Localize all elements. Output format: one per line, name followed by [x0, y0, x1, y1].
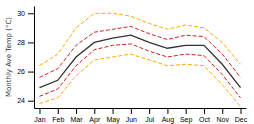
x-tick-mark: [204, 108, 205, 114]
x-tick-label: Jun: [126, 116, 137, 123]
x-tick-mark: [113, 108, 114, 114]
y-tick-mark: [28, 72, 34, 73]
x-tick-label: Aug: [162, 116, 175, 124]
y-axis: 24 26 28 30: [17, 7, 34, 109]
x-tick-label: May: [106, 116, 120, 124]
x-tick: Nov: [217, 108, 230, 123]
x-tick: Oct: [199, 108, 210, 123]
x-tick-label: Jan: [34, 116, 45, 123]
y-tick-label: 26: [17, 68, 25, 75]
x-tick: Aug: [162, 108, 175, 124]
x-tick-label: Nov: [217, 116, 230, 123]
x-tick: Mar: [71, 108, 84, 123]
y-tick-mark: [28, 42, 34, 43]
y-tick: 28: [17, 39, 34, 46]
y-tick-label: 28: [17, 39, 25, 46]
x-axis: Jan Feb Mar Apr May Jun Jul Aug Sep Oct Nov Dec: [34, 108, 247, 124]
x-tick-mark: [39, 108, 40, 114]
x-tick-mark: [76, 108, 77, 114]
x-tick: Apr: [89, 108, 101, 124]
series-line: [39, 35, 240, 87]
x-tick: May: [106, 108, 120, 124]
x-tick-label: Dec: [235, 116, 248, 123]
y-axis-line: [34, 7, 35, 109]
x-tick-mark: [167, 108, 168, 114]
x-tick-mark: [94, 108, 95, 114]
y-tick: 30: [17, 10, 34, 17]
x-tick-mark: [222, 108, 223, 114]
x-tick-label: Feb: [52, 116, 64, 123]
x-tick: Feb: [52, 108, 64, 123]
y-tick-mark: [28, 101, 34, 102]
x-tick-label: Mar: [71, 116, 84, 123]
x-tick-mark: [149, 108, 150, 114]
x-tick-mark: [241, 108, 242, 114]
y-tick-mark: [28, 13, 34, 14]
y-axis-title: Monthly Ave Temp (°C): [5, 17, 13, 97]
x-tick-label: Apr: [89, 116, 101, 124]
x-tick-mark: [131, 108, 132, 114]
series-line: [39, 13, 240, 65]
x-tick: Jun: [126, 108, 137, 123]
lines: [39, 13, 240, 106]
x-tick: Jan: [34, 108, 45, 123]
x-tick-label: Sep: [180, 116, 193, 124]
x-tick-mark: [186, 108, 187, 114]
y-tick-label: 24: [17, 97, 25, 104]
x-tick-label: Oct: [199, 116, 210, 123]
x-tick: Sep: [180, 108, 193, 124]
y-tick-label: 30: [17, 10, 25, 17]
x-tick-label: Jul: [145, 116, 154, 123]
x-tick: Jul: [145, 108, 154, 123]
x-axis-line: [35, 108, 247, 109]
y-tick: 24: [17, 97, 34, 104]
x-tick: Dec: [235, 108, 248, 123]
y-tick: 26: [17, 68, 34, 75]
plot: Jan Feb Mar Apr May Jun Jul Aug Sep Oct Nov Dec 24 26…: [17, 7, 248, 124]
chart: Jan Feb Mar Apr May Jun Jul Aug Sep Oct Nov Dec 24 26…: [0, 0, 254, 124]
x-tick-mark: [58, 108, 59, 114]
